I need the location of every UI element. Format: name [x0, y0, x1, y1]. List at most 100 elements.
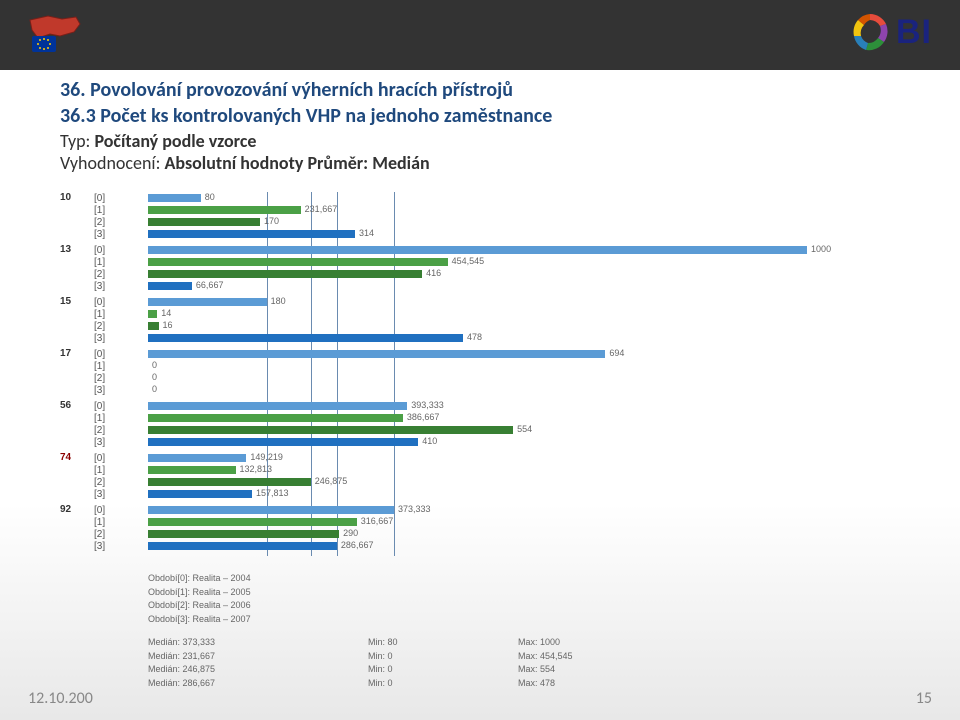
sublabel: [0]: [94, 245, 126, 256]
stats-cell: Max: 1000: [518, 636, 668, 650]
bar-value: 316,667: [361, 516, 394, 526]
bar-value: 393,333: [411, 400, 444, 410]
bar-value: 694: [609, 348, 624, 358]
footer-date: 12.10.200: [28, 689, 93, 708]
bar-value: 132,813: [240, 464, 273, 474]
bar: [148, 530, 339, 538]
bar-container: 170: [148, 216, 840, 228]
bar-value: 554: [517, 424, 532, 434]
bar-value: 170: [264, 216, 279, 226]
bar-value: 16: [163, 320, 173, 330]
circle-arrows-icon: [848, 10, 892, 54]
chart: 10[0]80[1]231,667[2]170[3]31413[0]1000[1…: [60, 192, 900, 690]
bar: [148, 402, 407, 410]
bar: [148, 414, 403, 422]
sublabel: [0]: [94, 453, 126, 464]
bar: [148, 258, 448, 266]
sublabel: [1]: [94, 517, 126, 528]
bar-container: 694: [148, 348, 840, 360]
sublabel: [3]: [94, 281, 126, 292]
sublabel: [3]: [94, 385, 126, 396]
bar: [148, 466, 236, 474]
sublabel: [1]: [94, 465, 126, 476]
bar-container: 290: [148, 528, 840, 540]
bar: [148, 454, 246, 462]
subtitle: 36.3 Počet ks kontrolovaných VHP na jedn…: [60, 104, 900, 128]
sublabel: [1]: [94, 413, 126, 424]
stats-cell: Min: 80: [368, 636, 518, 650]
sublabel: [2]: [94, 477, 126, 488]
bar-container: 416: [148, 268, 840, 280]
bar: [148, 426, 513, 434]
group-label: 92: [60, 504, 90, 515]
eval-label: Vyhodnocení:: [60, 152, 160, 174]
bar-value: 290: [343, 528, 358, 538]
bar-container: 14: [148, 308, 840, 320]
bar-container: 316,667: [148, 516, 840, 528]
eval-value: Absolutní hodnoty Průměr: Medián: [164, 152, 429, 174]
bar-container: 132,813: [148, 464, 840, 476]
bar-container: 16: [148, 320, 840, 332]
sublabel: [0]: [94, 505, 126, 516]
footer-page: 15: [916, 689, 932, 708]
bar: [148, 218, 260, 226]
stats-cell: Medián: 231,667: [148, 650, 368, 664]
bar: [148, 298, 267, 306]
bar-container: 157,813: [148, 488, 840, 500]
bar-value: 314: [359, 228, 374, 238]
stats-cell: Medián: 246,875: [148, 663, 368, 677]
sublabel: [1]: [94, 309, 126, 320]
bar-value: 180: [271, 296, 286, 306]
legend-line: Období[2]: Realita – 2006: [148, 599, 900, 613]
stats-cell: Max: 554: [518, 663, 668, 677]
content-header: 36. Povolování provozování výherních hra…: [0, 70, 960, 174]
group-label: 10: [60, 192, 90, 203]
stats-cell: Medián: 286,667: [148, 677, 368, 691]
slide: BI 36. Povolování provozování výherních …: [0, 0, 960, 720]
bar: [148, 518, 357, 526]
bar-container: 0: [148, 372, 840, 384]
bar-container: 393,333: [148, 400, 840, 412]
legend-line: Období[3]: Realita – 2007: [148, 613, 900, 627]
bar-value: 454,545: [452, 256, 485, 266]
bar-container: 80: [148, 192, 840, 204]
bar-value: 14: [161, 308, 171, 318]
sublabel: [2]: [94, 321, 126, 332]
group-label: 74: [60, 452, 90, 463]
legend-line: Období[0]: Realita – 2004: [148, 572, 900, 586]
bar-value: 231,667: [305, 204, 338, 214]
bar: [148, 270, 422, 278]
bar: [148, 310, 157, 318]
bar: [148, 322, 159, 330]
group-label: 17: [60, 348, 90, 359]
stats-cell: Min: 0: [368, 677, 518, 691]
bar-container: 0: [148, 384, 840, 396]
group-label: 56: [60, 400, 90, 411]
bar-container: 373,333: [148, 504, 840, 516]
sublabel: [0]: [94, 193, 126, 204]
bar: [148, 230, 355, 238]
bar-value: 1000: [811, 244, 831, 254]
bar-value: 0: [152, 372, 157, 382]
bar-value: 149,219: [250, 452, 283, 462]
stats-table: Medián: 373,333Min: 80Max: 1000 Medián: 2…: [60, 636, 900, 690]
bar-value: 157,813: [256, 488, 289, 498]
bar-container: 1000: [148, 244, 840, 256]
bar-value: 478: [467, 332, 482, 342]
bar-value: 0: [152, 360, 157, 370]
sublabel: [3]: [94, 229, 126, 240]
bar: [148, 334, 463, 342]
type-label: Typ:: [60, 130, 90, 152]
stats-cell: Medián: 373,333: [148, 636, 368, 650]
logo-left: [28, 14, 84, 56]
bar-container: 314: [148, 228, 840, 240]
bar-container: 149,219: [148, 452, 840, 464]
bar-value: 286,667: [341, 540, 374, 550]
sublabel: [0]: [94, 349, 126, 360]
bar-container: 246,875: [148, 476, 840, 488]
sublabel: [1]: [94, 361, 126, 372]
stats-cell: Min: 0: [368, 650, 518, 664]
sublabel: [3]: [94, 333, 126, 344]
sublabel: [0]: [94, 297, 126, 308]
bar: [148, 194, 201, 202]
